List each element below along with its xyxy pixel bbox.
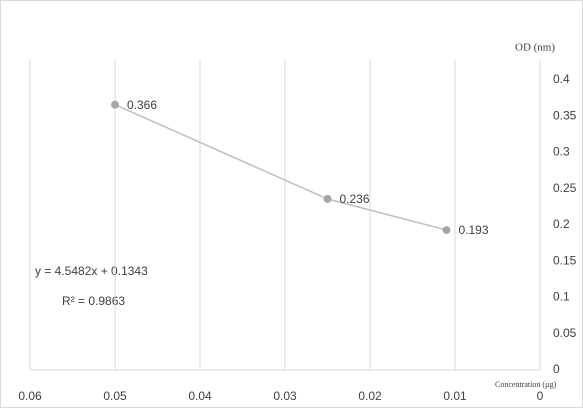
x-tick-label: 0.03 [273,389,297,403]
y-tick-label: 0.3 [553,145,570,159]
data-label: 0.236 [340,192,370,206]
y-tick-label: 0.25 [553,181,577,195]
data-point [443,226,451,234]
x-tick-label: 0.05 [103,389,127,403]
data-point [324,195,332,203]
y-tick-label: 0.1 [553,290,570,304]
y-tick-label: 0.4 [553,72,570,86]
y-tick-label: 0 [553,362,560,376]
x-tick-label: 0.01 [443,389,467,403]
data-point [111,101,119,109]
x-tick-label: 0.04 [188,389,212,403]
equation: y = 4.5482x + 0.1343 [35,264,148,278]
y-tick-label: 0.15 [553,253,577,267]
x-tick-label: 0.02 [358,389,382,403]
chart: OD (nm) Concentration (µg) y = 4.5482x +… [0,0,583,408]
data-label: 0.366 [127,98,157,112]
data-label: 0.193 [459,223,489,237]
y-tick-label: 0.05 [553,326,577,340]
r-squared: R² = 0.9863 [62,294,125,308]
y-axis-title: OD (nm) [515,42,555,54]
page: OD (nm) Concentration (µg) y = 4.5482x +… [0,0,583,408]
x-tick-label: 0 [537,389,544,403]
x-axis-title: Concentration (µg) [495,380,557,389]
y-tick-label: 0.35 [553,108,577,122]
y-tick-label: 0.2 [553,217,570,231]
chart-frame [1,1,583,408]
x-tick-label: 0.06 [18,389,42,403]
